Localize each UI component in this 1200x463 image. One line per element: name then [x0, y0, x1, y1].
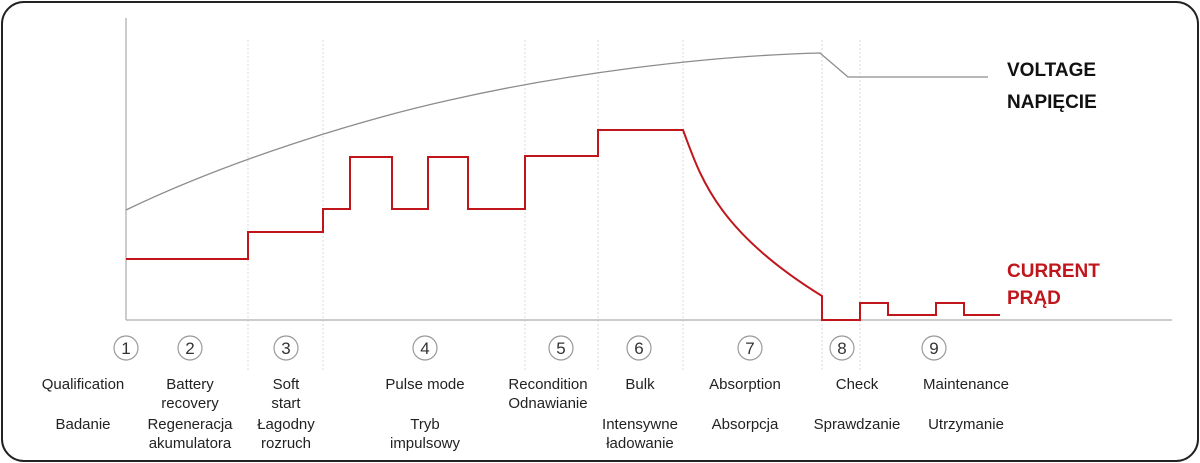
stage-3: 3 Soft start Łagodny rozruch	[257, 335, 315, 452]
stage-number: 1	[121, 339, 130, 358]
stage-label-pl: Łagodny	[257, 416, 315, 433]
stage-label-en: Absorption	[709, 376, 781, 393]
stage-number: 5	[556, 339, 565, 358]
stage-number-circle	[737, 335, 763, 361]
stage-number-circle	[921, 335, 947, 361]
stage-number: 2	[185, 339, 194, 358]
stage-label-pl: akumulatora	[149, 435, 232, 452]
stage-number: 4	[420, 339, 429, 358]
stage-labels: 1 Qualification Badanie 2 Battery recovery Reg…	[42, 335, 1009, 452]
stage-label-en: Maintenance	[923, 376, 1009, 393]
stage-label-pl: Absorpcja	[712, 416, 779, 433]
stage-label-pl: ładowanie	[606, 435, 674, 452]
stage-label-pl: rozruch	[261, 435, 311, 452]
stage-number-circle	[113, 335, 139, 361]
stage-label-pl: Tryb	[410, 416, 439, 433]
stage-4: 4 Pulse mode Tryb impulsowy	[385, 335, 465, 452]
stage-label-en: Odnawianie	[508, 395, 587, 412]
stage-label-pl: impulsowy	[390, 435, 461, 452]
stage-7: 7 Absorption Absorpcja	[709, 335, 781, 433]
stage-label-en: Recondition	[508, 376, 587, 393]
stage-label-pl: Sprawdzanie	[814, 416, 901, 433]
stage-2: 2 Battery recovery Regeneracja akumulatora	[147, 335, 233, 452]
stage-label-en: Bulk	[625, 376, 655, 393]
stage-number: 8	[837, 339, 846, 358]
stage-number-circle	[626, 335, 652, 361]
stage-label-pl: Badanie	[55, 416, 110, 433]
stage-label-en: Pulse mode	[385, 376, 464, 393]
stage-label-en: Soft	[273, 376, 301, 393]
stage-number: 3	[281, 339, 290, 358]
current-curve	[126, 129, 1000, 321]
stage-number-circle	[273, 335, 299, 361]
stage-number: 9	[929, 339, 938, 358]
stage-label-en: start	[271, 395, 301, 412]
legend-voltage-en: VOLTAGE	[1007, 60, 1096, 81]
stage-5: 5 Recondition Odnawianie	[508, 335, 588, 412]
legend-current-en: CURRENT	[1007, 261, 1100, 282]
stage-6: 6 Bulk Intensywne ładowanie	[602, 335, 678, 452]
stage-label-en: Qualification	[42, 376, 125, 393]
stage-label-en: Check	[836, 376, 879, 393]
stage-label-pl: Regeneracja	[147, 416, 233, 433]
stage-number: 6	[634, 339, 643, 358]
stage-number-circle	[829, 335, 855, 361]
voltage-curve	[125, 52, 988, 211]
stage-number-circle	[412, 335, 438, 361]
stage-9: 9 Maintenance Utrzymanie	[921, 335, 1009, 433]
legend-voltage-pl: NAPIĘCIE	[1007, 92, 1097, 113]
stage-label-pl: Utrzymanie	[928, 416, 1004, 433]
stage-number: 7	[745, 339, 754, 358]
stage-1: 1 Qualification Badanie	[42, 335, 139, 433]
stage-8: 8 Check Sprawdzanie	[814, 335, 901, 433]
legend-current-pl: PRĄD	[1007, 288, 1061, 309]
stage-number-circle	[548, 335, 574, 361]
stage-label-en: Battery	[166, 376, 214, 393]
stage-label-en: recovery	[161, 395, 219, 412]
stage-number-circle	[177, 335, 203, 361]
stage-label-pl: Intensywne	[602, 416, 678, 433]
